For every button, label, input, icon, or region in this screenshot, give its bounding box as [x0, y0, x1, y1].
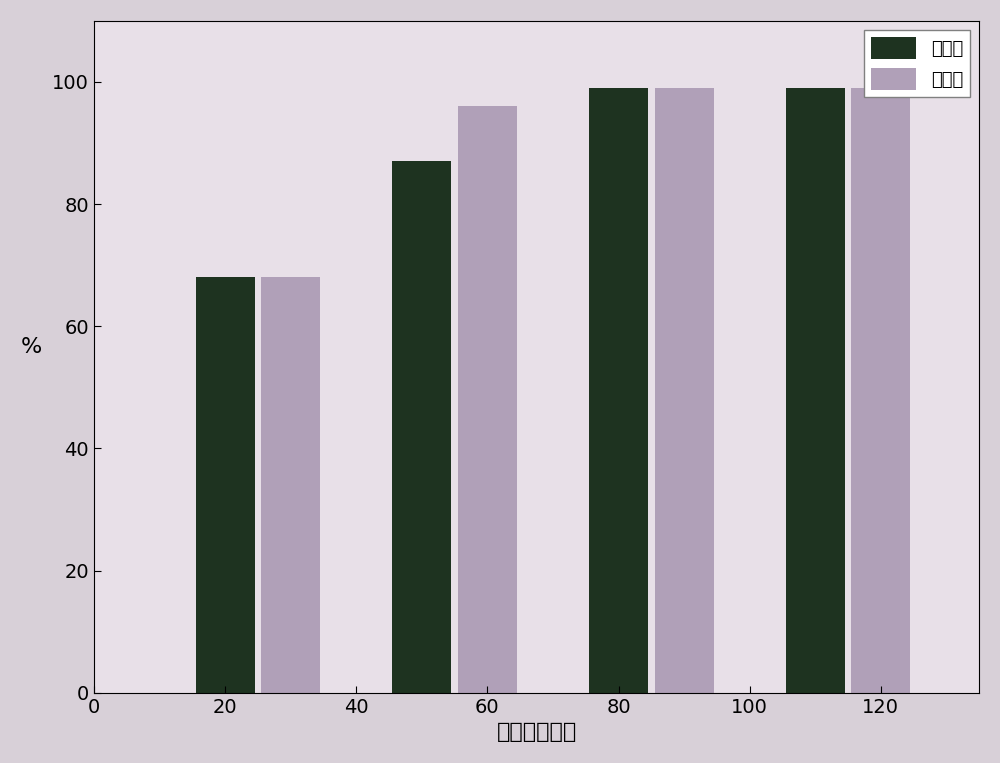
- Bar: [458, 106, 517, 693]
- Bar: [392, 161, 451, 693]
- Bar: [261, 278, 320, 693]
- Bar: [786, 88, 845, 693]
- Bar: [655, 88, 714, 693]
- Y-axis label: %: %: [21, 336, 42, 357]
- Legend: 转化率, 选择性: 转化率, 选择性: [864, 30, 970, 98]
- Bar: [851, 88, 910, 693]
- Bar: [589, 88, 648, 693]
- Bar: [196, 278, 255, 693]
- X-axis label: 时间（分钟）: 时间（分钟）: [496, 722, 577, 742]
